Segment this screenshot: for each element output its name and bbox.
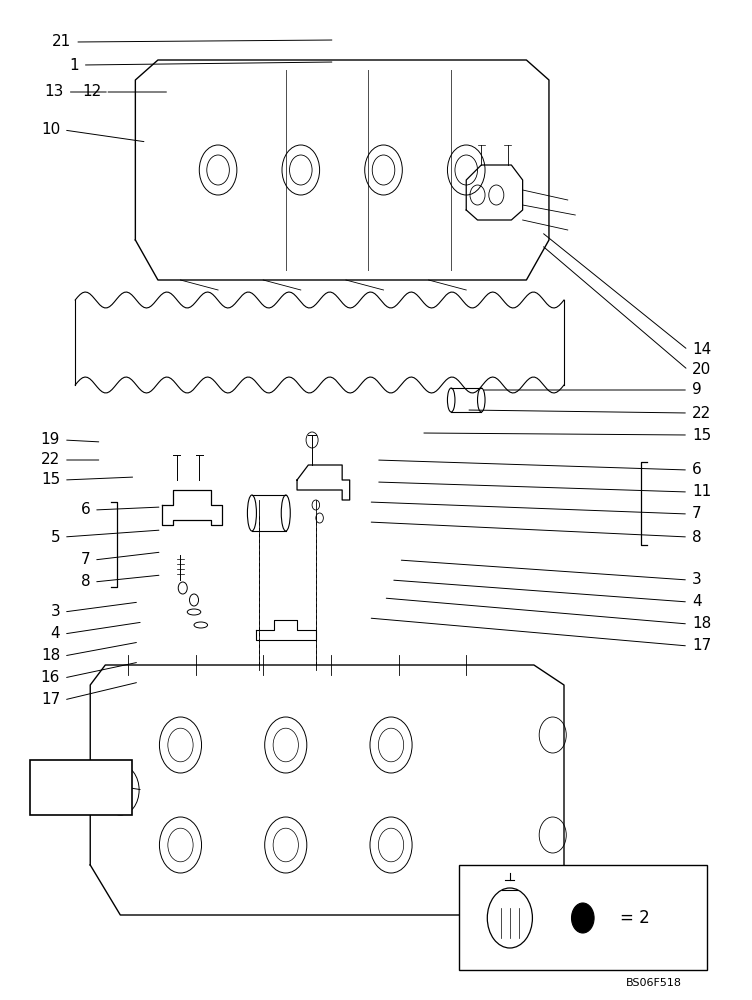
Text: 17: 17 [41, 692, 60, 708]
FancyBboxPatch shape [30, 760, 132, 815]
Text: 3: 3 [50, 604, 60, 619]
Text: 7: 7 [692, 506, 702, 522]
Text: 8: 8 [80, 574, 90, 589]
Text: 22: 22 [692, 406, 711, 420]
Text: 22: 22 [41, 452, 60, 468]
Text: 16: 16 [41, 670, 60, 686]
Text: 18: 18 [692, 616, 711, 632]
Circle shape [572, 903, 594, 933]
Text: 1: 1 [69, 57, 79, 73]
Text: 18: 18 [41, 648, 60, 664]
Text: 3: 3 [692, 572, 702, 587]
Text: 11: 11 [692, 485, 711, 499]
Text: 17: 17 [692, 639, 711, 654]
Text: 15: 15 [41, 473, 60, 488]
Text: 10: 10 [41, 122, 60, 137]
Text: 21: 21 [52, 34, 71, 49]
Text: BS06F518: BS06F518 [626, 978, 682, 988]
Text: 20: 20 [692, 362, 711, 377]
Text: 19: 19 [41, 432, 60, 448]
Text: = 2: = 2 [620, 909, 650, 927]
Text: 4: 4 [50, 626, 60, 642]
Text: 02-08: 02-08 [60, 780, 102, 796]
Text: 13: 13 [44, 85, 64, 100]
Text: 9: 9 [692, 382, 702, 397]
Text: 4: 4 [692, 594, 702, 609]
Text: 8: 8 [692, 530, 702, 544]
Text: 15: 15 [692, 428, 711, 442]
Text: 14: 14 [692, 342, 711, 358]
Text: 6: 6 [80, 502, 90, 518]
Text: 12: 12 [82, 85, 102, 100]
Text: 7: 7 [80, 552, 90, 568]
Text: 5: 5 [50, 530, 60, 544]
Text: 6: 6 [692, 462, 702, 478]
FancyBboxPatch shape [459, 865, 707, 970]
